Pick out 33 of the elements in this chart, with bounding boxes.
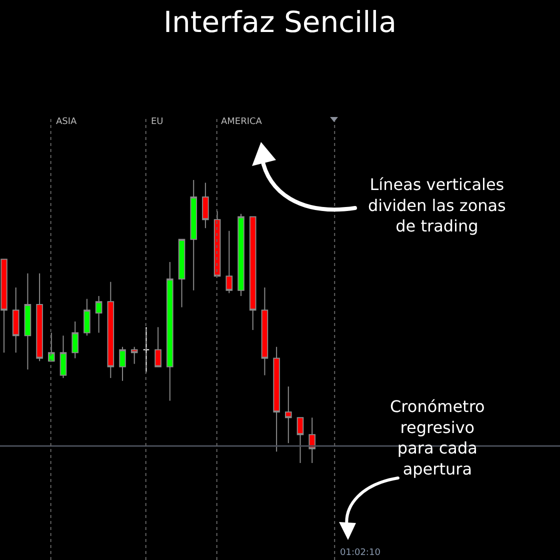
candlestick — [285, 386, 292, 444]
candlestick — [107, 281, 114, 379]
candlestick — [226, 230, 233, 294]
candlestick — [72, 320, 78, 359]
candlestick — [36, 272, 43, 362]
chart-title: Interfaz Sencilla — [163, 5, 397, 40]
text: 01:02:10 — [340, 548, 381, 558]
candlestick — [119, 346, 126, 382]
candlestick — [178, 238, 186, 308]
candlestick — [48, 332, 55, 362]
candlestick — [308, 417, 316, 464]
candlestick — [84, 298, 90, 336]
candlestick — [190, 179, 197, 291]
candlestick — [261, 287, 268, 376]
text: AMERICA — [221, 117, 263, 127]
candlestick — [296, 417, 304, 464]
candlestick — [249, 216, 256, 330]
candlestick — [0, 258, 8, 354]
candlestick — [12, 287, 20, 354]
candlestick — [60, 335, 67, 379]
text: ASIA — [56, 117, 78, 127]
candlestick — [238, 213, 244, 296]
text: Líneas verticales dividen las zonas de trading — [368, 175, 506, 236]
candlestick — [273, 346, 280, 452]
candlestick — [166, 262, 174, 402]
candlestick — [130, 346, 138, 364]
candlestick — [24, 272, 32, 370]
text: EU — [151, 117, 164, 127]
candlestick — [95, 295, 102, 334]
candlestick — [154, 326, 162, 368]
candlestick — [202, 182, 209, 229]
candlestick — [142, 326, 150, 373]
text: Cronómetro regresivo para cada apertura — [390, 397, 485, 478]
